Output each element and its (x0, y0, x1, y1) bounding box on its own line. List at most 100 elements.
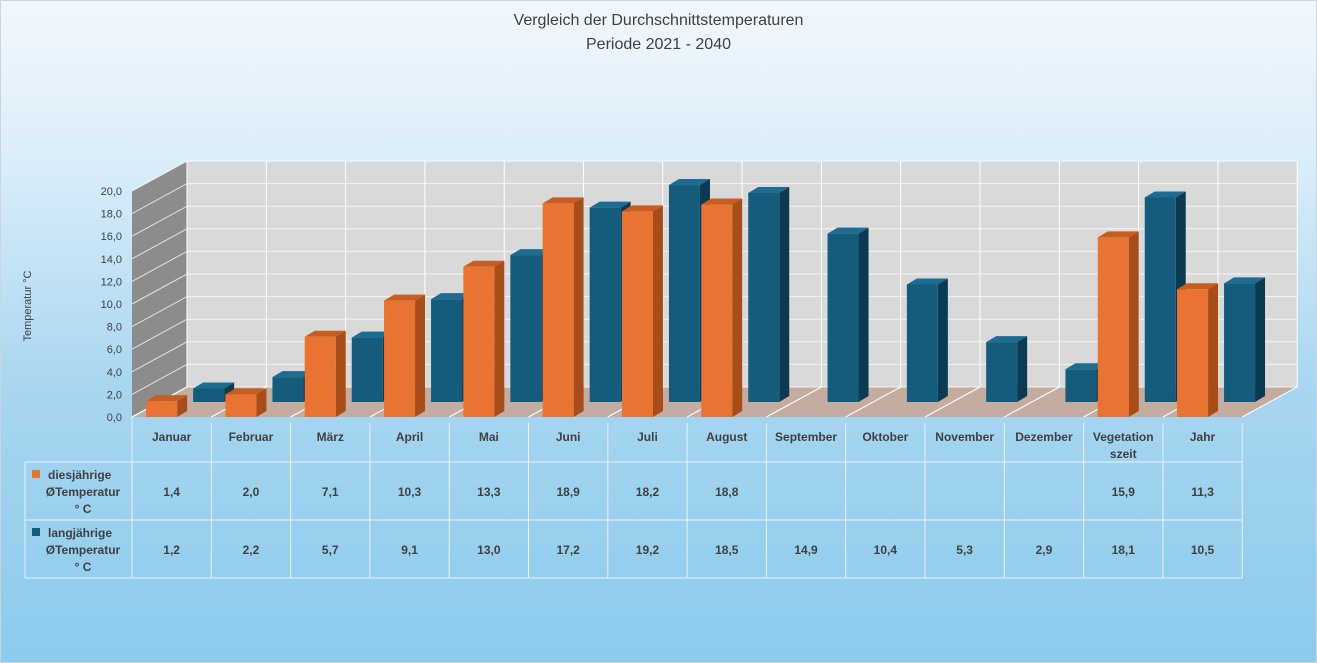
category-label: Oktober (862, 430, 908, 444)
chart-title: Vergleich der Durchschnittstemperaturen (513, 12, 804, 29)
bar-langjaehrig-side (1255, 277, 1266, 402)
legend-key (32, 470, 40, 478)
y-tick-label: 16,0 (101, 231, 122, 243)
legend-label: ° C (75, 560, 92, 574)
bar-langjaehrig-top (1144, 191, 1186, 198)
legend-label: ØTemperatur (46, 543, 121, 557)
bar-langjaehrig (986, 336, 1028, 402)
bar-diesjaehrig (621, 205, 663, 417)
legend-label: ° C (75, 502, 92, 516)
y-tick-label: 8,0 (107, 322, 122, 334)
bar-langjaehrig-top (906, 278, 948, 285)
legend-label: ØTemperatur (46, 485, 121, 499)
bar-diesjaehrig-side (415, 294, 426, 417)
bar-diesjaehrig-side (732, 198, 743, 417)
bar-langjaehrig-top (272, 371, 314, 378)
chart-subtitle: Periode 2021 - 2040 (586, 36, 731, 53)
bar-langjaehrig-front (986, 342, 1018, 402)
y-tick-label: 0,0 (107, 412, 122, 424)
bar-langjaehrig-top (827, 227, 869, 234)
data-table-value: 19,2 (636, 543, 660, 557)
bar-diesjaehrig-side (335, 330, 346, 417)
y-tick-label: 2,0 (107, 389, 122, 401)
bar-diesjaehrig (542, 197, 584, 417)
category-label: Juli (637, 430, 658, 444)
bar-diesjaehrig (146, 395, 188, 417)
category-label: Juni (556, 430, 581, 444)
bar-diesjaehrig-top (463, 260, 505, 267)
data-table-value: 18,2 (636, 485, 660, 499)
bar-langjaehrig-side (779, 186, 790, 402)
bar-langjaehrig-front (668, 185, 700, 402)
data-table-value: 13,0 (477, 543, 501, 557)
category-label: Jahr (1190, 430, 1216, 444)
bar-diesjaehrig-top (1097, 231, 1139, 238)
bar-diesjaehrig (1177, 283, 1219, 417)
bar-diesjaehrig-front (1177, 289, 1209, 417)
bar-langjaehrig (827, 227, 869, 402)
bar-langjaehrig-top (1224, 277, 1266, 284)
data-table-value: 18,9 (556, 485, 580, 499)
bar-langjaehrig-front (748, 192, 780, 402)
legend-key (32, 528, 40, 536)
data-table-value: 5,3 (956, 543, 973, 557)
bar-langjaehrig-top (431, 293, 473, 300)
category-label: Mai (479, 430, 499, 444)
bar-langjaehrig-side (1017, 336, 1028, 402)
data-table-value: 13,3 (477, 485, 501, 499)
data-table-value: 2,2 (243, 543, 260, 557)
bar-diesjaehrig-top (701, 198, 743, 205)
bar-diesjaehrig-top (621, 205, 663, 212)
bar-diesjaehrig-front (384, 300, 416, 417)
bar-diesjaehrig (1097, 231, 1139, 417)
floor-gridline (1241, 386, 1298, 418)
data-table-value: 10,4 (874, 543, 898, 557)
data-table-value: 5,7 (322, 543, 339, 557)
bar-diesjaehrig-top (542, 197, 584, 204)
bar-langjaehrig-side (858, 227, 869, 402)
bar-diesjaehrig-side (1128, 231, 1139, 417)
data-table-value: 9,1 (401, 543, 418, 557)
y-tick-label: 14,0 (101, 254, 122, 266)
bar-langjaehrig-front (272, 377, 304, 402)
floor-gridline (845, 386, 901, 418)
category-label: Vegetation (1093, 430, 1154, 444)
data-table-value: 18,1 (1112, 543, 1136, 557)
y-tick-label: 6,0 (107, 344, 122, 356)
bar-langjaehrig-top (1065, 363, 1107, 370)
bar-diesjaehrig-side (256, 388, 267, 417)
bar-diesjaehrig-front (1097, 237, 1129, 417)
bar-diesjaehrig-side (1208, 283, 1219, 417)
bar-langjaehrig-top (351, 331, 393, 338)
data-table-value: 17,2 (556, 543, 580, 557)
bar-langjaehrig-front (510, 255, 542, 402)
bar-langjaehrig-front (1144, 197, 1176, 402)
bar-langjaehrig-front (193, 388, 225, 402)
bar-langjaehrig-front (906, 284, 938, 402)
category-label: Dezember (1015, 430, 1073, 444)
bar-langjaehrig-top (589, 201, 631, 208)
data-table-value: 10,5 (1191, 543, 1215, 557)
bar-diesjaehrig (384, 294, 426, 417)
bar-diesjaehrig-top (304, 330, 346, 337)
bar-langjaehrig-front (589, 207, 621, 402)
data-table-value: 14,9 (794, 543, 818, 557)
bar-diesjaehrig-top (384, 294, 426, 301)
bar-diesjaehrig-side (494, 260, 505, 417)
y-tick-label: 18,0 (101, 209, 122, 221)
bar-diesjaehrig-top (146, 395, 188, 402)
bar-diesjaehrig-side (177, 395, 188, 417)
bar-langjaehrig (1224, 277, 1266, 402)
bar-diesjaehrig (225, 388, 267, 417)
bar-diesjaehrig (701, 198, 743, 417)
bar-langjaehrig-top (510, 249, 552, 256)
data-table-value: 18,5 (715, 543, 739, 557)
data-table-value: 11,3 (1191, 485, 1214, 499)
category-label: Februar (229, 430, 274, 444)
bar-diesjaehrig (463, 260, 505, 417)
bar-diesjaehrig-front (304, 336, 336, 417)
bar-langjaehrig (906, 278, 948, 402)
y-tick-label: 20,0 (101, 186, 122, 198)
bar-langjaehrig-front (351, 337, 383, 402)
